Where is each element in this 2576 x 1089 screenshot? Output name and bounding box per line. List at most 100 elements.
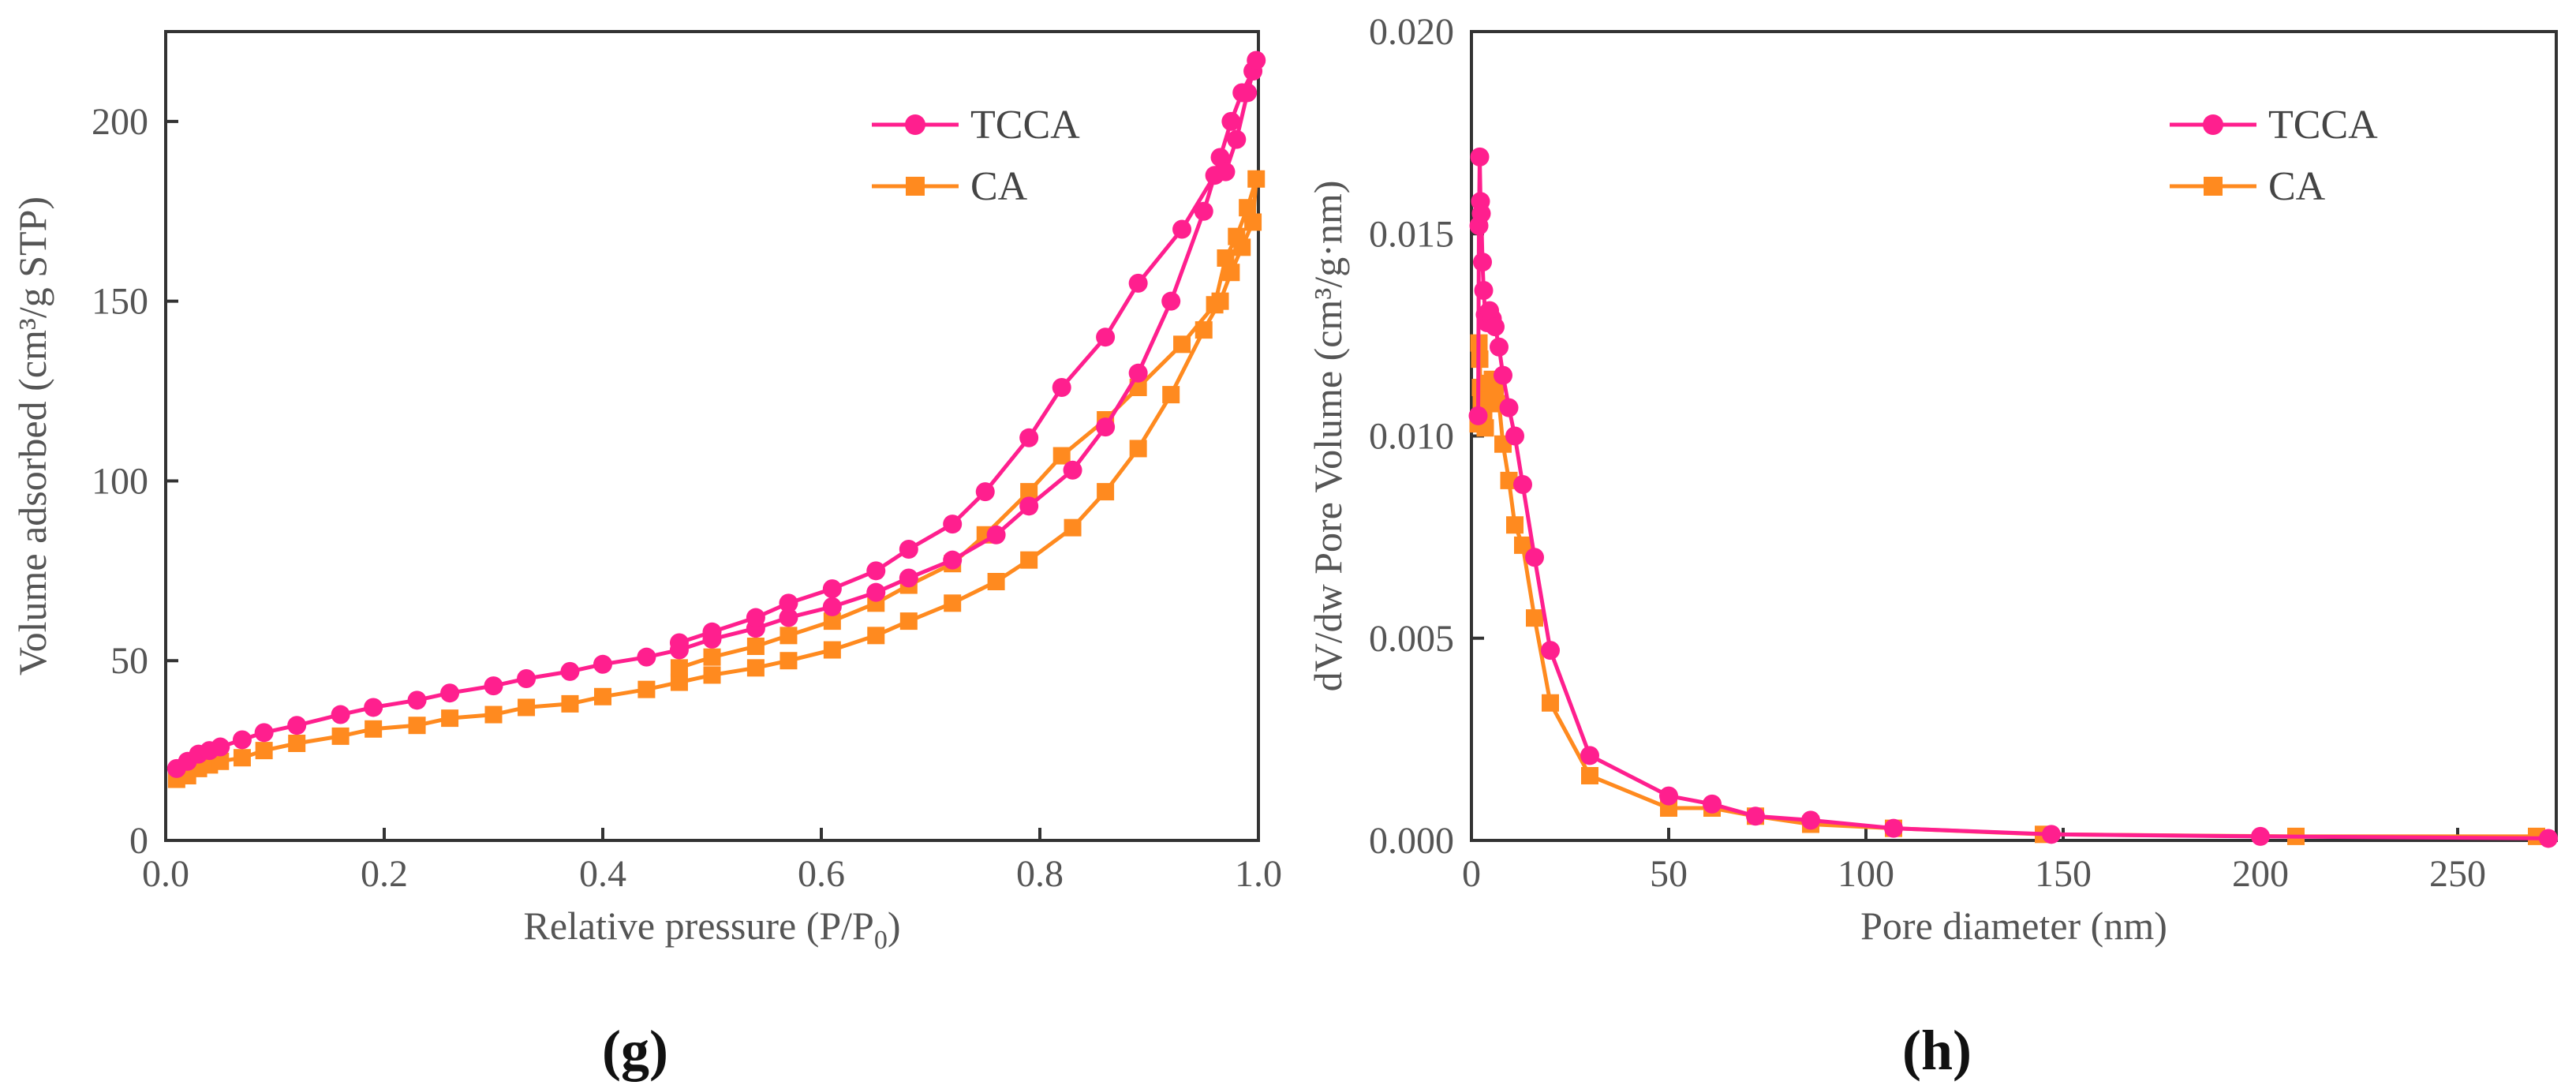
x-tick-label: 0.6 xyxy=(798,853,845,895)
legend-marker xyxy=(905,114,925,135)
data-point-tcca xyxy=(1525,548,1544,567)
data-point-ca xyxy=(441,709,459,728)
data-point-tcca xyxy=(1580,746,1599,765)
x-tick-label: 0 xyxy=(1462,853,1481,895)
y-tick-label: 0.010 xyxy=(1369,416,1454,458)
data-point-tcca xyxy=(1096,327,1116,347)
data-point-tcca xyxy=(1801,810,1820,830)
data-point-tcca xyxy=(1247,51,1266,70)
data-point-tcca xyxy=(1659,786,1678,806)
data-point-tcca xyxy=(943,550,963,570)
data-point-ca xyxy=(1526,609,1543,627)
data-point-ca xyxy=(1247,170,1266,188)
legend-label: TCCA xyxy=(2268,103,2378,148)
data-point-ca xyxy=(670,659,688,677)
data-point-ca xyxy=(1206,296,1224,314)
data-point-tcca xyxy=(943,515,963,534)
x-tick-label: 0.8 xyxy=(1016,853,1064,895)
data-point-tcca xyxy=(1473,253,1492,272)
data-point-tcca xyxy=(899,568,918,588)
data-point-tcca xyxy=(866,561,886,581)
plot-frame xyxy=(164,30,1260,842)
data-point-tcca xyxy=(1052,378,1071,397)
data-point-tcca xyxy=(1505,426,1524,446)
y-tick-label: 200 xyxy=(92,101,148,143)
series-line-ca xyxy=(1476,341,2537,839)
series-line-tcca xyxy=(1476,155,2549,840)
data-point-ca xyxy=(823,612,841,631)
data-point-tcca xyxy=(2251,826,2270,846)
data-point-ca xyxy=(823,641,841,659)
data-point-tcca xyxy=(1471,204,1491,223)
data-point-ca xyxy=(518,698,536,717)
data-point-tcca xyxy=(232,730,252,750)
data-point-tcca xyxy=(1474,281,1494,300)
data-point-tcca xyxy=(364,698,383,717)
data-point-tcca xyxy=(822,597,842,616)
y-tick-label: 150 xyxy=(92,281,148,323)
data-point-tcca xyxy=(560,661,580,681)
data-point-tcca xyxy=(1746,806,1765,826)
data-point-ca xyxy=(746,659,765,677)
y-axis-label: dV/dw Pore Volume (cm³/g·nm) xyxy=(1306,181,1350,692)
data-point-tcca xyxy=(1541,641,1560,661)
data-point-ca xyxy=(561,694,579,713)
data-point-tcca xyxy=(1468,406,1488,425)
data-point-ca xyxy=(780,652,798,670)
x-axis-label: Pore diameter (nm) xyxy=(1860,904,2167,948)
data-point-tcca xyxy=(517,669,537,688)
y-tick-label: 50 xyxy=(110,640,148,682)
data-point-ca xyxy=(1514,536,1531,554)
legend-marker xyxy=(906,177,925,196)
y-tick-label: 0.005 xyxy=(1369,618,1454,660)
data-point-ca xyxy=(255,742,273,760)
y-tick-label: 100 xyxy=(92,460,148,502)
data-point-ca xyxy=(1020,483,1038,501)
data-point-tcca xyxy=(1703,794,1722,814)
data-point-tcca xyxy=(1227,129,1247,149)
data-point-tcca xyxy=(1513,475,1532,494)
data-point-tcca xyxy=(1019,496,1039,516)
data-point-ca xyxy=(233,749,251,767)
y-tick-label: 0.000 xyxy=(1369,820,1454,862)
data-point-tcca xyxy=(1470,147,1490,167)
y-tick-label: 0 xyxy=(129,820,148,862)
data-point-ca xyxy=(867,627,885,645)
data-point-tcca xyxy=(975,482,995,502)
data-point-tcca xyxy=(779,593,798,613)
x-tick-label: 150 xyxy=(2035,853,2092,895)
data-point-tcca xyxy=(1205,166,1224,185)
data-point-tcca xyxy=(593,654,612,674)
data-point-ca xyxy=(1173,335,1191,354)
x-tick-label: 0.2 xyxy=(361,853,408,895)
data-point-tcca xyxy=(1128,273,1148,293)
data-point-ca xyxy=(1500,471,1518,489)
data-point-ca xyxy=(780,627,798,645)
legend-label: TCCA xyxy=(970,103,1080,148)
data-point-tcca xyxy=(1194,201,1213,221)
plot-frame xyxy=(1470,30,2558,842)
data-point-tcca xyxy=(407,690,427,710)
data-point-tcca xyxy=(702,622,722,642)
panel-label-h: (h) xyxy=(1902,1019,1972,1082)
data-point-tcca xyxy=(254,723,274,743)
data-point-ca xyxy=(1228,227,1246,245)
data-point-ca xyxy=(703,666,721,684)
data-point-ca xyxy=(1064,518,1082,537)
data-point-ca xyxy=(1052,447,1071,465)
data-point-tcca xyxy=(637,647,656,667)
data-point-tcca xyxy=(440,683,460,703)
data-point-ca xyxy=(594,687,611,705)
data-point-tcca xyxy=(1096,417,1116,437)
data-point-ca xyxy=(1097,483,1115,501)
data-point-tcca xyxy=(484,676,503,696)
data-point-ca xyxy=(365,720,383,738)
data-point-tcca xyxy=(331,705,350,724)
chart-panel-g: 0.0 0.2 0.4 0.6 0.8 1.0 0 50 100 150 200 Relative p… xyxy=(10,30,1282,955)
data-point-tcca xyxy=(1221,111,1241,131)
data-point-tcca xyxy=(1499,398,1519,417)
data-point-ca xyxy=(484,705,503,724)
data-point-tcca xyxy=(1019,428,1039,447)
data-point-tcca xyxy=(211,737,230,757)
data-point-tcca xyxy=(986,525,1006,544)
